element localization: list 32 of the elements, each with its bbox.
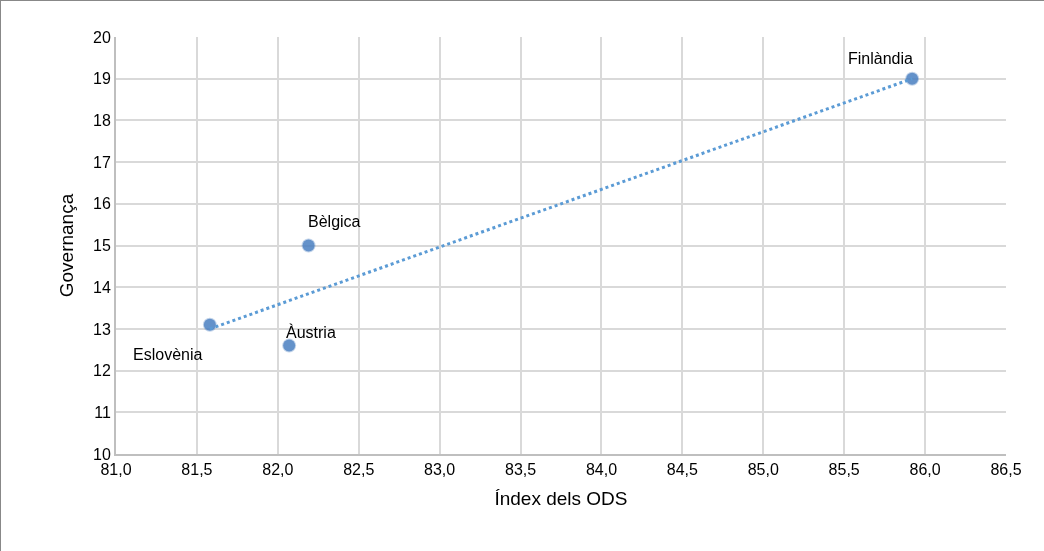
y-tick-label: 17 <box>93 153 111 171</box>
y-tick-label: 11 <box>94 403 111 421</box>
y-tick-label: 14 <box>93 278 111 296</box>
y-tick-label: 18 <box>93 112 111 129</box>
x-axis-title: Índex dels ODS <box>494 487 628 509</box>
x-tick-label: 83,0 <box>424 461 456 479</box>
y-tick-label: 20 <box>93 28 111 46</box>
y-tick-label: 16 <box>93 195 111 213</box>
x-tick-label: 86,0 <box>909 461 941 479</box>
annotation: Eslovènia <box>133 346 203 363</box>
x-tick-label: 84,5 <box>666 461 699 479</box>
x-tick-label: 84,0 <box>585 461 618 479</box>
y-tick-label: 12 <box>93 362 111 380</box>
annotation: Bèlgica <box>308 213 361 230</box>
point <box>282 338 297 353</box>
x-tick-label: 81,0 <box>100 461 132 479</box>
x-tick-label: 85,0 <box>747 461 779 479</box>
annotation: Àustria <box>286 323 336 341</box>
x-tick-label: 82,5 <box>343 461 375 479</box>
point <box>301 238 316 253</box>
y-tick-label: 19 <box>93 70 111 88</box>
y-tick-label: 15 <box>93 237 111 255</box>
y-tick-label: 10 <box>93 445 111 463</box>
annotation: Finlàndia <box>848 50 914 67</box>
x-tick-label: 83,5 <box>504 461 537 479</box>
x-tick-label: 85,5 <box>828 461 860 479</box>
x-tick-label: 86,5 <box>990 461 1022 479</box>
y-tick-label: 13 <box>93 320 111 338</box>
x-tick-label: 82,0 <box>262 461 294 479</box>
x-tick-label: 81,5 <box>181 461 213 479</box>
y-axis-title: Governança <box>56 193 78 298</box>
point <box>905 71 920 86</box>
